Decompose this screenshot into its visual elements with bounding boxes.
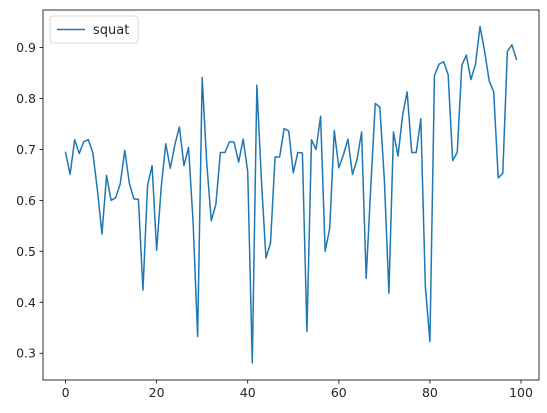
legend-label-squat: squat — [93, 23, 129, 38]
x-tick-label: 40 — [240, 385, 256, 400]
x-tick-label: 0 — [62, 385, 70, 400]
axes-frame — [42, 9, 540, 381]
y-tick-label: 0.3 — [16, 346, 36, 361]
legend-box — [49, 15, 139, 44]
x-tick-label: 80 — [422, 385, 438, 400]
x-axis-ticks: 0 20 40 60 80 100 — [62, 380, 533, 400]
x-tick-label: 100 — [509, 385, 533, 400]
y-tick-label: 0.8 — [16, 91, 36, 106]
plot-area — [42, 9, 540, 381]
y-tick-label: 0.5 — [16, 244, 36, 259]
x-tick-label: 60 — [331, 385, 347, 400]
y-tick-label: 0.6 — [16, 193, 36, 208]
y-tick-label: 0.4 — [16, 295, 36, 310]
series-layer — [64, 25, 518, 364]
plot-background — [43, 10, 539, 380]
x-tick-label: 20 — [149, 385, 165, 400]
y-tick-label: 0.7 — [16, 142, 36, 157]
y-axis-ticks: 0.3 0.4 0.5 0.6 0.7 0.8 0.9 — [16, 40, 43, 361]
y-tick-label: 0.9 — [16, 40, 36, 55]
series-line-squat — [64, 25, 518, 364]
legend: squat — [49, 15, 139, 44]
